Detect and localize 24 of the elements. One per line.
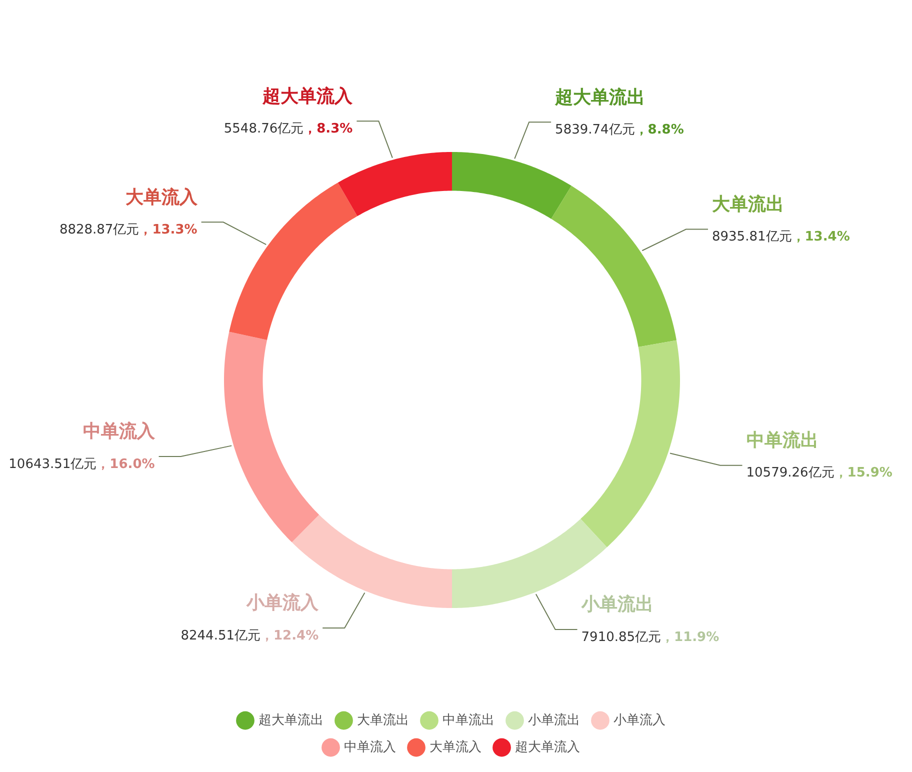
data-label: 5548.76亿元，8.3% <box>224 122 353 137</box>
slice-label: 大单流入 <box>124 186 198 208</box>
slice-label: 大单流出 <box>710 194 784 215</box>
legend-label: 小单流出 <box>528 712 580 728</box>
data-label: 7910.85亿元，11.9% <box>581 630 720 645</box>
data-label: 8935.81亿元，13.4% <box>712 230 850 245</box>
legend-label: 中单流入 <box>344 738 396 755</box>
slice-label: 小单流入 <box>246 592 320 614</box>
legend-label: 大单流入 <box>429 738 482 755</box>
slice-label: 超大单流出 <box>554 86 646 108</box>
legend-label: 小单流入 <box>613 712 666 728</box>
legend-label: 超大单流入 <box>514 738 580 755</box>
slice-label: 超大单流入 <box>262 86 354 107</box>
slice-label: 中单流出 <box>746 430 818 452</box>
legend-label: 中单流出 <box>442 712 494 728</box>
legend-label: 大单流出 <box>356 712 409 728</box>
data-label: 5839.74亿元，8.8% <box>555 122 684 138</box>
data-label: 10643.51亿元，16.0% <box>8 456 155 472</box>
data-label: 8828.87亿元，13.3% <box>59 222 198 238</box>
data-label: 8244.51亿元，12.4% <box>180 628 319 644</box>
legend-label: 超大单流出 <box>258 712 324 728</box>
data-label: 10579.26亿元，15.9% <box>746 466 892 481</box>
slice-label: 小单流出 <box>580 594 654 616</box>
slice-label: 中单流入 <box>82 421 156 442</box>
